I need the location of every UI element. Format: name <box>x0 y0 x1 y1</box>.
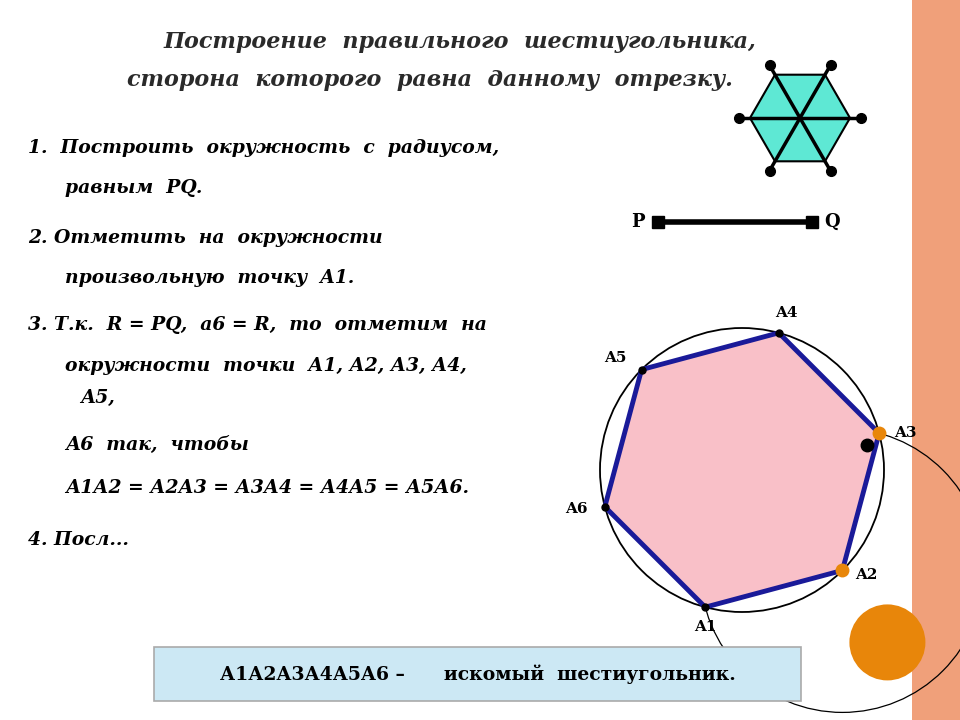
Text: 2. Отметить  на  окружности: 2. Отметить на окружности <box>28 229 383 247</box>
Text: 4. Посл...: 4. Посл... <box>28 531 129 549</box>
Text: A1: A1 <box>694 620 716 634</box>
Text: P: P <box>631 213 645 231</box>
Text: А1А2 = А2А3 = А3А4 = А4А5 = А5А6.: А1А2 = А2А3 = А3А4 = А4А5 = А5А6. <box>65 479 469 497</box>
Text: A4: A4 <box>776 306 798 320</box>
Text: равным  PQ.: равным PQ. <box>65 179 203 197</box>
Polygon shape <box>750 75 850 161</box>
Bar <box>912 0 960 720</box>
Text: A2: A2 <box>855 568 877 582</box>
Text: Построение  правильного  шестиугольника,: Построение правильного шестиугольника, <box>163 31 756 53</box>
Text: окружности  точки  А1, А2, А3, А4,: окружности точки А1, А2, А3, А4, <box>65 357 467 375</box>
Text: А1А2А3А4А5А6 –      искомый  шестиугольник.: А1А2А3А4А5А6 – искомый шестиугольник. <box>220 665 735 684</box>
FancyBboxPatch shape <box>154 647 801 701</box>
Text: А6  так,  чтобы: А6 так, чтобы <box>65 436 249 454</box>
Text: А5,: А5, <box>80 389 115 407</box>
Text: 1.  Построить  окружность  с  радиусом,: 1. Построить окружность с радиусом, <box>28 139 499 157</box>
Text: 3. Т.к.  R = PQ,  а6 = R,  то  отметим  на: 3. Т.к. R = PQ, а6 = R, то отметим на <box>28 316 487 334</box>
Text: A5: A5 <box>605 351 627 364</box>
Text: A3: A3 <box>894 426 917 440</box>
Polygon shape <box>605 333 879 607</box>
Text: сторона  которого  равна  данному  отрезку.: сторона которого равна данному отрезку. <box>127 69 732 91</box>
Text: произвольную  точку  A1.: произвольную точку A1. <box>65 269 354 287</box>
Text: Q: Q <box>825 213 840 231</box>
Text: A6: A6 <box>565 502 588 516</box>
Circle shape <box>850 604 925 680</box>
